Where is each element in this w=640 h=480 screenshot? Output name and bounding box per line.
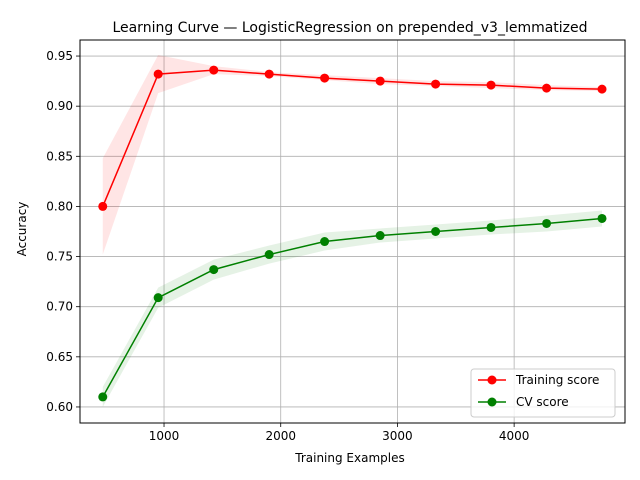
cv-point (320, 237, 330, 247)
cv-point (375, 231, 385, 241)
cv-point (209, 265, 219, 275)
training-point (153, 69, 163, 79)
training-point (264, 69, 274, 79)
y-tick-label: 0.75 (46, 250, 73, 264)
y-tick-label: 0.95 (46, 49, 73, 63)
legend-training-label: Training score (515, 373, 599, 387)
y-tick-label: 0.90 (46, 99, 73, 113)
training-point (320, 73, 330, 83)
cv-point (597, 213, 607, 223)
x-tick-label: 3000 (382, 429, 413, 443)
x-tick-label: 2000 (265, 429, 296, 443)
y-tick-label: 0.85 (46, 149, 73, 163)
x-axis-label: Training Examples (294, 451, 404, 465)
plot-frame (79, 39, 626, 424)
training-point (209, 65, 219, 75)
confidence-bands (102, 55, 603, 407)
cv-point (264, 250, 274, 260)
cv-point (486, 222, 496, 232)
legend-cv-label: CV score (516, 395, 569, 409)
x-tick-label: 4000 (499, 429, 530, 443)
y-tick-label: 0.60 (46, 400, 73, 414)
training-point (431, 79, 441, 89)
legend-training-marker (487, 375, 497, 385)
axis-ticks: 1000 2000 3000 4000 0.60 0.65 0.70 0.75 0.80 0.85… (46, 49, 529, 443)
training-point (98, 201, 108, 211)
y-axis-label: Accuracy (15, 202, 29, 257)
cv-point (431, 227, 441, 236)
cv-band (102, 210, 603, 407)
cv-line (102, 217, 603, 398)
cv-point (98, 392, 108, 402)
y-tick-label: 0.70 (46, 300, 73, 314)
cv-point (542, 218, 552, 228)
chart-title: Learning Curve — LogisticRegression on p… (112, 20, 587, 36)
training-line (102, 69, 603, 207)
training-point (375, 76, 385, 86)
legend: Training score CV score (470, 368, 616, 418)
cv-point (153, 293, 163, 303)
training-point (486, 80, 496, 90)
training-point (597, 84, 607, 94)
training-band (102, 55, 603, 255)
x-tick-label: 1000 (149, 429, 180, 443)
training-point (542, 83, 552, 93)
y-tick-label: 0.65 (46, 350, 73, 364)
y-tick-label: 0.80 (46, 199, 73, 213)
legend-cv-marker (487, 397, 497, 407)
legend-box (470, 368, 616, 418)
series-lines (102, 69, 603, 398)
series-points (98, 65, 607, 402)
grid (80, 40, 625, 423)
